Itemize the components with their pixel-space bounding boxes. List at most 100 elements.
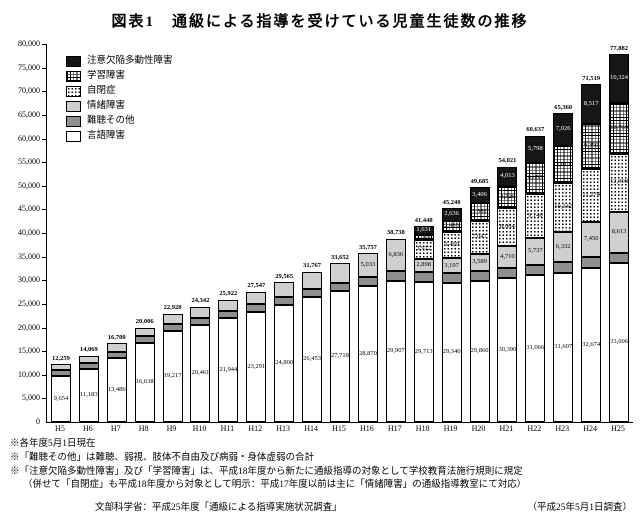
legend-swatch: [66, 86, 81, 97]
bar-segment: [162, 313, 183, 324]
bar-segment: [469, 271, 490, 281]
bar-segment: [469, 187, 490, 204]
bar-segment: [302, 271, 323, 289]
legend-label: 学習障害: [87, 70, 126, 81]
chart-legend: 注意欠陥多動性障害 学習障害 自閉症 情緒障害 難聴その他 言語障害: [66, 56, 173, 142]
bar-total-label: 16,700: [107, 333, 126, 341]
x-tick-label: H22: [527, 424, 542, 433]
legend-item: 注意欠陥多動性障害: [66, 56, 173, 67]
y-tick-mark: [42, 91, 46, 93]
bar-segment: [441, 232, 462, 259]
y-tick-mark: [42, 233, 46, 234]
x-tick-label: H18: [415, 424, 430, 433]
bar-segment: [553, 146, 574, 184]
bar-segment: [553, 113, 574, 147]
figure-title: 図表1 通級による指導を受けている児童生徒数の推移: [111, 14, 529, 30]
x-tick-label: H21: [499, 424, 514, 433]
bar-segment: [497, 208, 518, 247]
legend-swatch: [66, 131, 81, 142]
legend-item: 言語障害: [66, 131, 173, 142]
bar-segment: [525, 275, 546, 422]
bar-segment: [78, 355, 99, 363]
bar-segment: [246, 311, 267, 422]
bar: 31,607 6,332 10,342 7,813 7,026 65,360: [549, 44, 577, 422]
bar-segment: [609, 54, 630, 103]
bar-segment: [134, 336, 155, 344]
bar-total-label: 49,685: [470, 177, 489, 185]
bar-total-label: 54,021: [498, 157, 517, 165]
bar-segment: [246, 291, 267, 305]
bar-segment: [441, 258, 462, 274]
bar-segment: [497, 166, 518, 186]
bar-segment: [469, 254, 490, 271]
x-tick-label: H16: [359, 424, 374, 433]
bar: 29,907 6,836 38,738: [382, 44, 410, 422]
y-tick-label: 65,000: [18, 109, 40, 119]
legend-swatch: [66, 56, 81, 67]
bar-total-label: 60,637: [526, 126, 545, 133]
bar-total-label: 33,652: [331, 253, 349, 261]
footnote-line: ※「難聴その他」は難聴、弱視、肢体不自由及び病弱・身体虚弱の合計: [10, 452, 315, 463]
bar: 28,870 5,033 35,757: [354, 44, 382, 422]
y-tick-mark: [42, 398, 46, 400]
bar: 27,718 33,652: [326, 44, 354, 422]
bar-segment: [274, 297, 295, 305]
x-tick-label: H23: [555, 424, 570, 433]
y-tick-label: 80,000: [18, 39, 40, 48]
bar-segment: [357, 285, 378, 422]
footnote-line: ※各年度5月1日現在: [10, 439, 96, 449]
bar-segment: [329, 291, 350, 422]
bar-segment: [218, 318, 239, 422]
bar: 24,800 29,565: [270, 44, 298, 422]
bar-segment: [50, 364, 71, 371]
bar-segment: [385, 280, 406, 422]
bar-segment: [106, 343, 127, 352]
x-tick-label: H20: [471, 424, 486, 433]
x-tick-label: H5: [55, 424, 65, 433]
y-tick-mark: [42, 303, 46, 305]
bar-total-label: 35,757: [358, 243, 377, 251]
bar-segment: [441, 208, 462, 221]
x-tick-label: H24: [583, 424, 598, 433]
bar-segment: [609, 102, 630, 154]
x-tick-label: H9: [166, 424, 177, 433]
x-tick-label: H6: [82, 424, 93, 433]
bar-segment: [190, 325, 211, 422]
y-tick-mark: [42, 162, 46, 164]
bar: 32,674 7,450 11,274 9,350 8,517 71,519: [577, 44, 605, 422]
bar-segment: [106, 351, 127, 359]
bar-segment: [609, 263, 630, 422]
footnotes: ※各年度5月1日現在 ※「難聴その他」は難聴、弱視、肢体不自由及び病弱・身体虚弱の…: [10, 438, 634, 493]
bar-total-label: 77,882: [610, 44, 628, 52]
bar-segment: [274, 282, 295, 298]
y-tick-label: 0: [36, 417, 40, 426]
y-tick-label: 20,000: [18, 322, 40, 332]
bar-segment: [134, 343, 155, 422]
bar-segment: [581, 168, 602, 222]
bar-segment: [525, 162, 546, 195]
bar-total-label: 12,259: [52, 354, 70, 362]
bar-segment: [50, 370, 71, 377]
y-tick-label: 60,000: [18, 133, 40, 143]
bar-segment: [581, 124, 602, 169]
bar: 29,713 2,898 3,912 1,351 1,631 41,448: [410, 44, 438, 422]
bar-segment: [218, 299, 239, 311]
bar-segment: [609, 153, 630, 212]
bar-total-label: 25,922: [219, 290, 238, 298]
y-tick-mark: [42, 256, 46, 258]
bar-segment: [302, 288, 323, 298]
bar-segment: [469, 280, 490, 422]
bar-segment: [525, 135, 546, 163]
bar-segment: [302, 297, 323, 422]
bar-segment: [78, 362, 99, 370]
bar-total-label: 24,342: [191, 297, 210, 305]
bar-segment: [525, 264, 546, 276]
legend-item: 学習障害: [66, 71, 173, 82]
bar-segment: [581, 84, 602, 125]
y-tick-mark: [42, 327, 46, 329]
y-tick-label: 30,000: [18, 275, 40, 285]
bar-segment: [441, 220, 462, 233]
y-tick-mark: [42, 209, 46, 211]
legend-item: 情緒障害: [66, 101, 173, 112]
